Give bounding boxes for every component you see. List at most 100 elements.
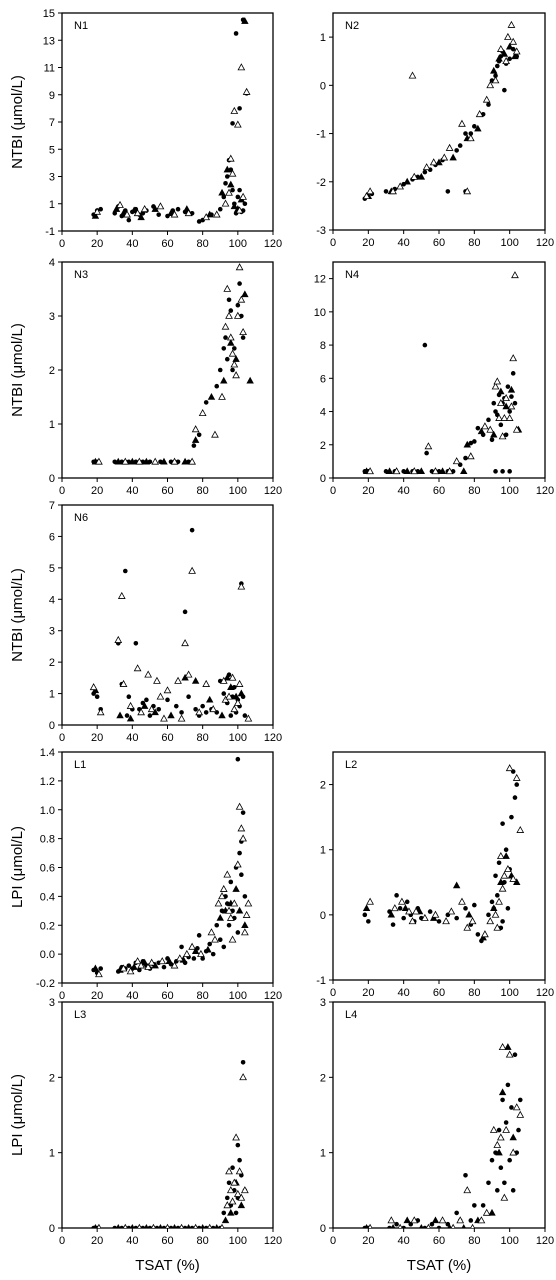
data-point-open-triangle <box>223 284 232 292</box>
data-point-open-triangle <box>239 327 247 335</box>
data-point-open-triangle <box>95 457 103 465</box>
data-point-open-triangle <box>422 163 431 171</box>
y-tick-label: 0 <box>49 720 55 732</box>
data-point-open-triangle <box>184 209 193 217</box>
data-point-circle <box>468 440 474 446</box>
x-tick-label: 60 <box>161 990 173 1002</box>
data-point-circle <box>503 847 509 853</box>
data-point-circle <box>182 609 188 615</box>
y-tick-label: 13 <box>43 35 55 47</box>
y-axis-label: NTBI (μmol/L) <box>9 568 26 662</box>
data-point-open-triangle <box>218 392 226 400</box>
y-tick-label: 2 <box>320 780 326 792</box>
data-point-open-triangle <box>223 870 232 878</box>
x-tick-label: 0 <box>330 1235 336 1247</box>
y-tick-label: 0.4 <box>40 891 55 903</box>
data-point-open-triangle <box>233 120 242 128</box>
data-point-open-triangle <box>126 967 135 975</box>
panel-title: N2 <box>345 20 359 32</box>
data-point-filled-triangle <box>220 376 228 384</box>
markers <box>362 764 525 944</box>
data-point-circle <box>486 912 491 918</box>
panel-title: N1 <box>74 20 88 32</box>
x-tick-label: 20 <box>91 732 103 744</box>
data-point-circle <box>191 443 197 448</box>
data-point-filled-triangle <box>246 376 254 384</box>
data-point-open-triangle <box>165 1223 170 1228</box>
x-tick-label: 40 <box>126 238 138 250</box>
data-point-open-triangle <box>95 970 103 978</box>
data-point-circle <box>210 951 216 957</box>
y-tick-label: 0 <box>320 80 326 92</box>
y-tick-label: 0 <box>320 910 326 922</box>
x-tick-label: 40 <box>398 987 410 999</box>
y-tick-label: 0.2 <box>40 920 55 932</box>
data-point-open-triangle <box>202 213 211 221</box>
x-tick-label: 0 <box>330 987 336 999</box>
data-point-filled-triangle <box>91 211 100 219</box>
data-point-circle <box>221 1210 227 1216</box>
data-point-filled-triangle <box>495 54 503 62</box>
data-point-open-triangle <box>237 295 246 303</box>
data-point-open-triangle <box>230 360 239 368</box>
data-point-circle <box>223 335 228 340</box>
markers <box>362 20 521 201</box>
data-point-open-triangle <box>507 402 516 410</box>
data-point-circle <box>397 906 403 911</box>
data-point-circle <box>226 922 232 928</box>
y-tick-label: 6 <box>320 373 326 385</box>
data-point-open-triangle <box>230 106 239 114</box>
y-tick-label: -3 <box>316 225 326 237</box>
data-point-open-triangle <box>219 1223 225 1228</box>
data-point-open-triangle <box>496 44 505 52</box>
y-tick-label: 7 <box>49 117 55 129</box>
data-point-open-triangle <box>509 354 518 362</box>
data-point-circle <box>228 308 234 313</box>
data-point-open-triangle <box>211 935 219 943</box>
y-tick-label: 1 <box>49 1148 55 1160</box>
x-tick-label: 60 <box>161 485 173 497</box>
x-tick-label: 80 <box>468 1235 480 1247</box>
data-point-open-triangle <box>219 676 228 684</box>
data-point-circle <box>156 212 162 217</box>
x-tick-label: 0 <box>59 990 65 1002</box>
data-point-filled-triangle <box>205 210 214 218</box>
data-point-circle <box>147 1225 153 1228</box>
x-tick-label: 120 <box>264 1235 282 1247</box>
data-point-open-triangle <box>144 670 153 678</box>
data-point-open-triangle <box>182 949 191 957</box>
panel-n2: 0 20 40 60 80 100 120 -3 -2 -1 0 1 N2 <box>316 12 554 249</box>
y-tick-label: 2 <box>49 1072 55 1084</box>
data-point-open-triangle <box>481 422 489 430</box>
x-tick-label: 60 <box>161 1235 173 1247</box>
data-point-circle <box>223 181 228 186</box>
y-tick-label: 1 <box>320 32 326 44</box>
data-point-open-triangle <box>491 382 500 390</box>
data-point-open-triangle <box>228 1197 237 1205</box>
plot-frame <box>332 1001 546 1229</box>
data-point-open-triangle <box>442 917 450 925</box>
data-point-open-triangle <box>410 467 419 475</box>
data-point-circle <box>203 710 209 715</box>
y-tick-label: 1 <box>49 199 55 211</box>
data-point-open-triangle <box>502 1125 511 1133</box>
data-point-open-triangle <box>226 333 235 341</box>
data-point-open-triangle <box>431 467 440 475</box>
y-tick-label: 3 <box>49 311 55 323</box>
data-point-circle <box>366 919 371 924</box>
data-point-circle <box>445 189 451 194</box>
data-point-open-triangle <box>237 824 246 832</box>
data-point-filled-triangle <box>241 290 249 298</box>
x-axis-label: TSAT (%) <box>407 1257 471 1274</box>
data-point-open-triangle <box>504 865 512 873</box>
x-tick-label: 80 <box>468 987 480 999</box>
data-point-open-triangle <box>96 708 105 716</box>
data-point-filled-triangle <box>477 427 486 435</box>
data-point-open-triangle <box>366 467 374 475</box>
data-point-open-triangle <box>137 1223 142 1228</box>
x-tick-label: 60 <box>161 238 173 250</box>
data-point-open-triangle <box>366 897 374 905</box>
data-point-filled-triangle <box>241 921 249 928</box>
data-point-filled-triangle <box>502 402 510 410</box>
data-point-circle <box>239 872 244 878</box>
